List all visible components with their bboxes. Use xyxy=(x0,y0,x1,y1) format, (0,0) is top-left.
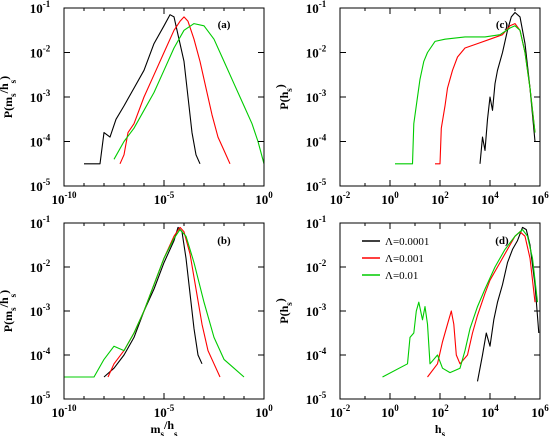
x-tick-label: 10-10 xyxy=(52,190,77,207)
x-tick-label: 100 xyxy=(255,403,273,420)
legend-label: Λ=0.01 xyxy=(385,270,418,282)
y-tick-label: 10-1 xyxy=(306,214,327,231)
panel-label: (d) xyxy=(495,235,509,247)
x-tick-label: 100 xyxy=(381,403,399,420)
y-tick-label: 10-1 xyxy=(30,214,51,231)
y-tick-label: 10-5 xyxy=(30,390,51,407)
y-tick-label: 10-2 xyxy=(306,44,327,61)
y-tick-label: 10-5 xyxy=(30,177,51,194)
series-line-1 xyxy=(103,226,203,378)
y-tick-label: 10-1 xyxy=(30,0,51,16)
plot-frame xyxy=(63,222,265,400)
x-axis-label: hs xyxy=(435,422,446,436)
y-tick-label: 10-3 xyxy=(30,302,51,319)
series-line-1 xyxy=(84,14,201,165)
panel-label: (c) xyxy=(496,19,509,31)
plot-frame xyxy=(63,7,265,187)
panel-c: 10-2 100 102 104 106 10-5 10-4 10-3 10-2 10-1 (c) P… xyxy=(273,0,549,207)
x-tick-label: 104 xyxy=(481,403,499,420)
y-tick-label: 10-3 xyxy=(306,88,327,105)
legend-label: Λ=0.0001 xyxy=(385,236,429,248)
series-line-2 xyxy=(119,16,231,165)
y-tick-label: 10-2 xyxy=(30,44,51,61)
y-tick-label: 10-2 xyxy=(306,258,327,275)
x-tick-label: 10-2 xyxy=(330,403,351,420)
panel-a: 10-10 10-5 10010-510-410-310-210-1(a)P(ms/… xyxy=(0,0,273,207)
y-tick-label: 10-2 xyxy=(30,258,51,275)
x-tick-label: 10-2 xyxy=(330,190,351,207)
legend: Λ=0.0001 Λ=0.001 Λ=0.01 xyxy=(362,236,429,282)
x-tick-label: 106 xyxy=(531,190,549,207)
series-line-2 xyxy=(427,231,536,378)
panel-label: (b) xyxy=(217,235,231,247)
x-tick-label: 10-5 xyxy=(154,403,175,420)
y-axis-label: P(ms/hs) xyxy=(0,290,18,332)
series-line-3 xyxy=(64,229,245,378)
legend-label: Λ=0.001 xyxy=(385,253,424,265)
y-axis-label: P(hs) xyxy=(273,298,294,324)
series-line-3 xyxy=(382,229,539,378)
x-tick-label: 102 xyxy=(431,403,449,420)
y-tick-label: 10-5 xyxy=(306,177,327,194)
series-line-1 xyxy=(476,226,540,382)
y-tick-label: 10-3 xyxy=(30,88,51,105)
panel-b: 10-10 10-5 10010-510-410-310-210-1(b)P(ms/… xyxy=(0,214,273,436)
series-line-1 xyxy=(479,11,536,164)
y-tick-label: 10-5 xyxy=(306,390,327,407)
x-axis-label: ms/hs xyxy=(150,418,178,436)
x-tick-label: 10-10 xyxy=(52,403,77,420)
x-tick-label: 104 xyxy=(481,190,499,207)
y-tick-label: 10-4 xyxy=(30,133,51,150)
series-line-3 xyxy=(395,25,536,165)
y-axis-label: P(ms/hs) xyxy=(0,76,18,118)
y-axis-label: P(hs) xyxy=(273,84,294,110)
y-tick-label: 10-3 xyxy=(306,302,327,319)
series-line-3 xyxy=(113,23,264,164)
panel-label: (a) xyxy=(218,19,231,31)
x-tick-label: 100 xyxy=(381,190,399,207)
y-tick-label: 10-4 xyxy=(306,346,327,363)
panel-d: 10-2 100 102 104 106 10-5 10-4 10-3 10-2 10-1 (d) P… xyxy=(273,214,549,436)
x-tick-label: 106 xyxy=(531,403,549,420)
y-tick-label: 10-4 xyxy=(30,346,51,363)
plot-frame xyxy=(339,222,541,400)
x-tick-label: 102 xyxy=(431,190,449,207)
series-line-2 xyxy=(435,23,536,165)
x-tick-label: 10-5 xyxy=(154,190,175,207)
x-tick-label: 100 xyxy=(255,190,273,207)
y-tick-label: 10-1 xyxy=(306,0,327,16)
y-tick-label: 10-4 xyxy=(306,133,327,150)
